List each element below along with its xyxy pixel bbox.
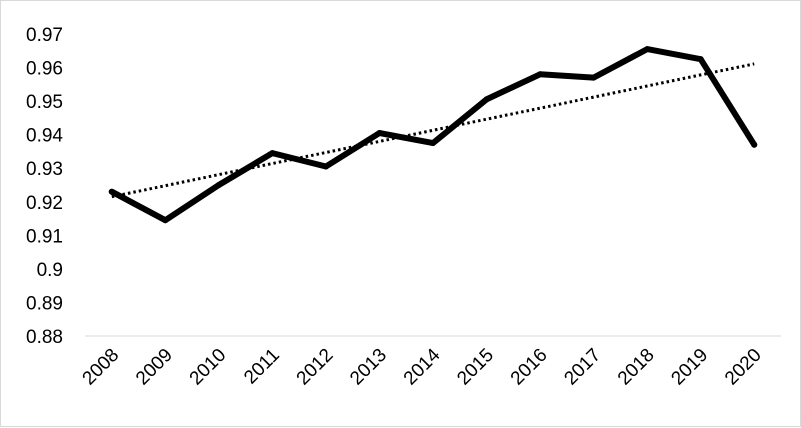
x-tick-label: 2020 [721, 345, 766, 390]
data-point [215, 182, 222, 188]
y-tick-label: 0.89 [26, 293, 63, 314]
data-point [269, 150, 276, 157]
x-tick-label: 2017 [560, 345, 605, 390]
x-tick-label: 2014 [400, 344, 445, 389]
x-axis-ticks: 2008 2009 2010 2011 2012 2013 2014 2015 2016 2017… [79, 344, 766, 389]
x-tick-label: 2011 [240, 345, 284, 389]
x-tick-label: 2016 [507, 345, 552, 390]
y-tick-label: 0.88 [26, 327, 63, 348]
y-tick-label: 0.92 [26, 193, 63, 214]
data-point [697, 56, 704, 63]
y-tick-label: 0.94 [26, 126, 63, 147]
data-point [376, 129, 383, 136]
data-point [322, 163, 329, 170]
y-tick-label: 0.97 [26, 25, 63, 46]
series-group [108, 46, 758, 224]
data-point [430, 140, 436, 147]
y-tick-label: 0.96 [26, 59, 63, 80]
y-tick-label: 0.9 [37, 260, 63, 281]
x-tick-label: 2013 [346, 345, 391, 390]
x-tick-label: 2018 [614, 345, 659, 390]
data-point [590, 74, 597, 81]
data-point [751, 141, 758, 148]
trendline [111, 62, 755, 199]
y-tick-label: 0.95 [26, 92, 63, 113]
data-point [108, 188, 115, 195]
x-tick-label: 2012 [293, 345, 338, 390]
x-tick-label: 2008 [79, 345, 124, 390]
y-axis-ticks: 0.88 0.89 0.9 0.91 0.92 0.93 0.94 0.95 0.96 0.97 [26, 25, 63, 348]
x-tick-label: 2010 [186, 345, 231, 390]
data-point [537, 71, 544, 78]
y-tick-label: 0.91 [26, 226, 63, 247]
data-point [483, 96, 490, 103]
x-tick-label: 2019 [667, 345, 712, 390]
x-tick-label: 2009 [132, 345, 177, 390]
data-point [162, 217, 169, 224]
series-line [108, 46, 758, 224]
y-tick-label: 0.93 [26, 159, 63, 180]
data-point [644, 46, 651, 53]
x-tick-label: 2015 [453, 345, 498, 390]
